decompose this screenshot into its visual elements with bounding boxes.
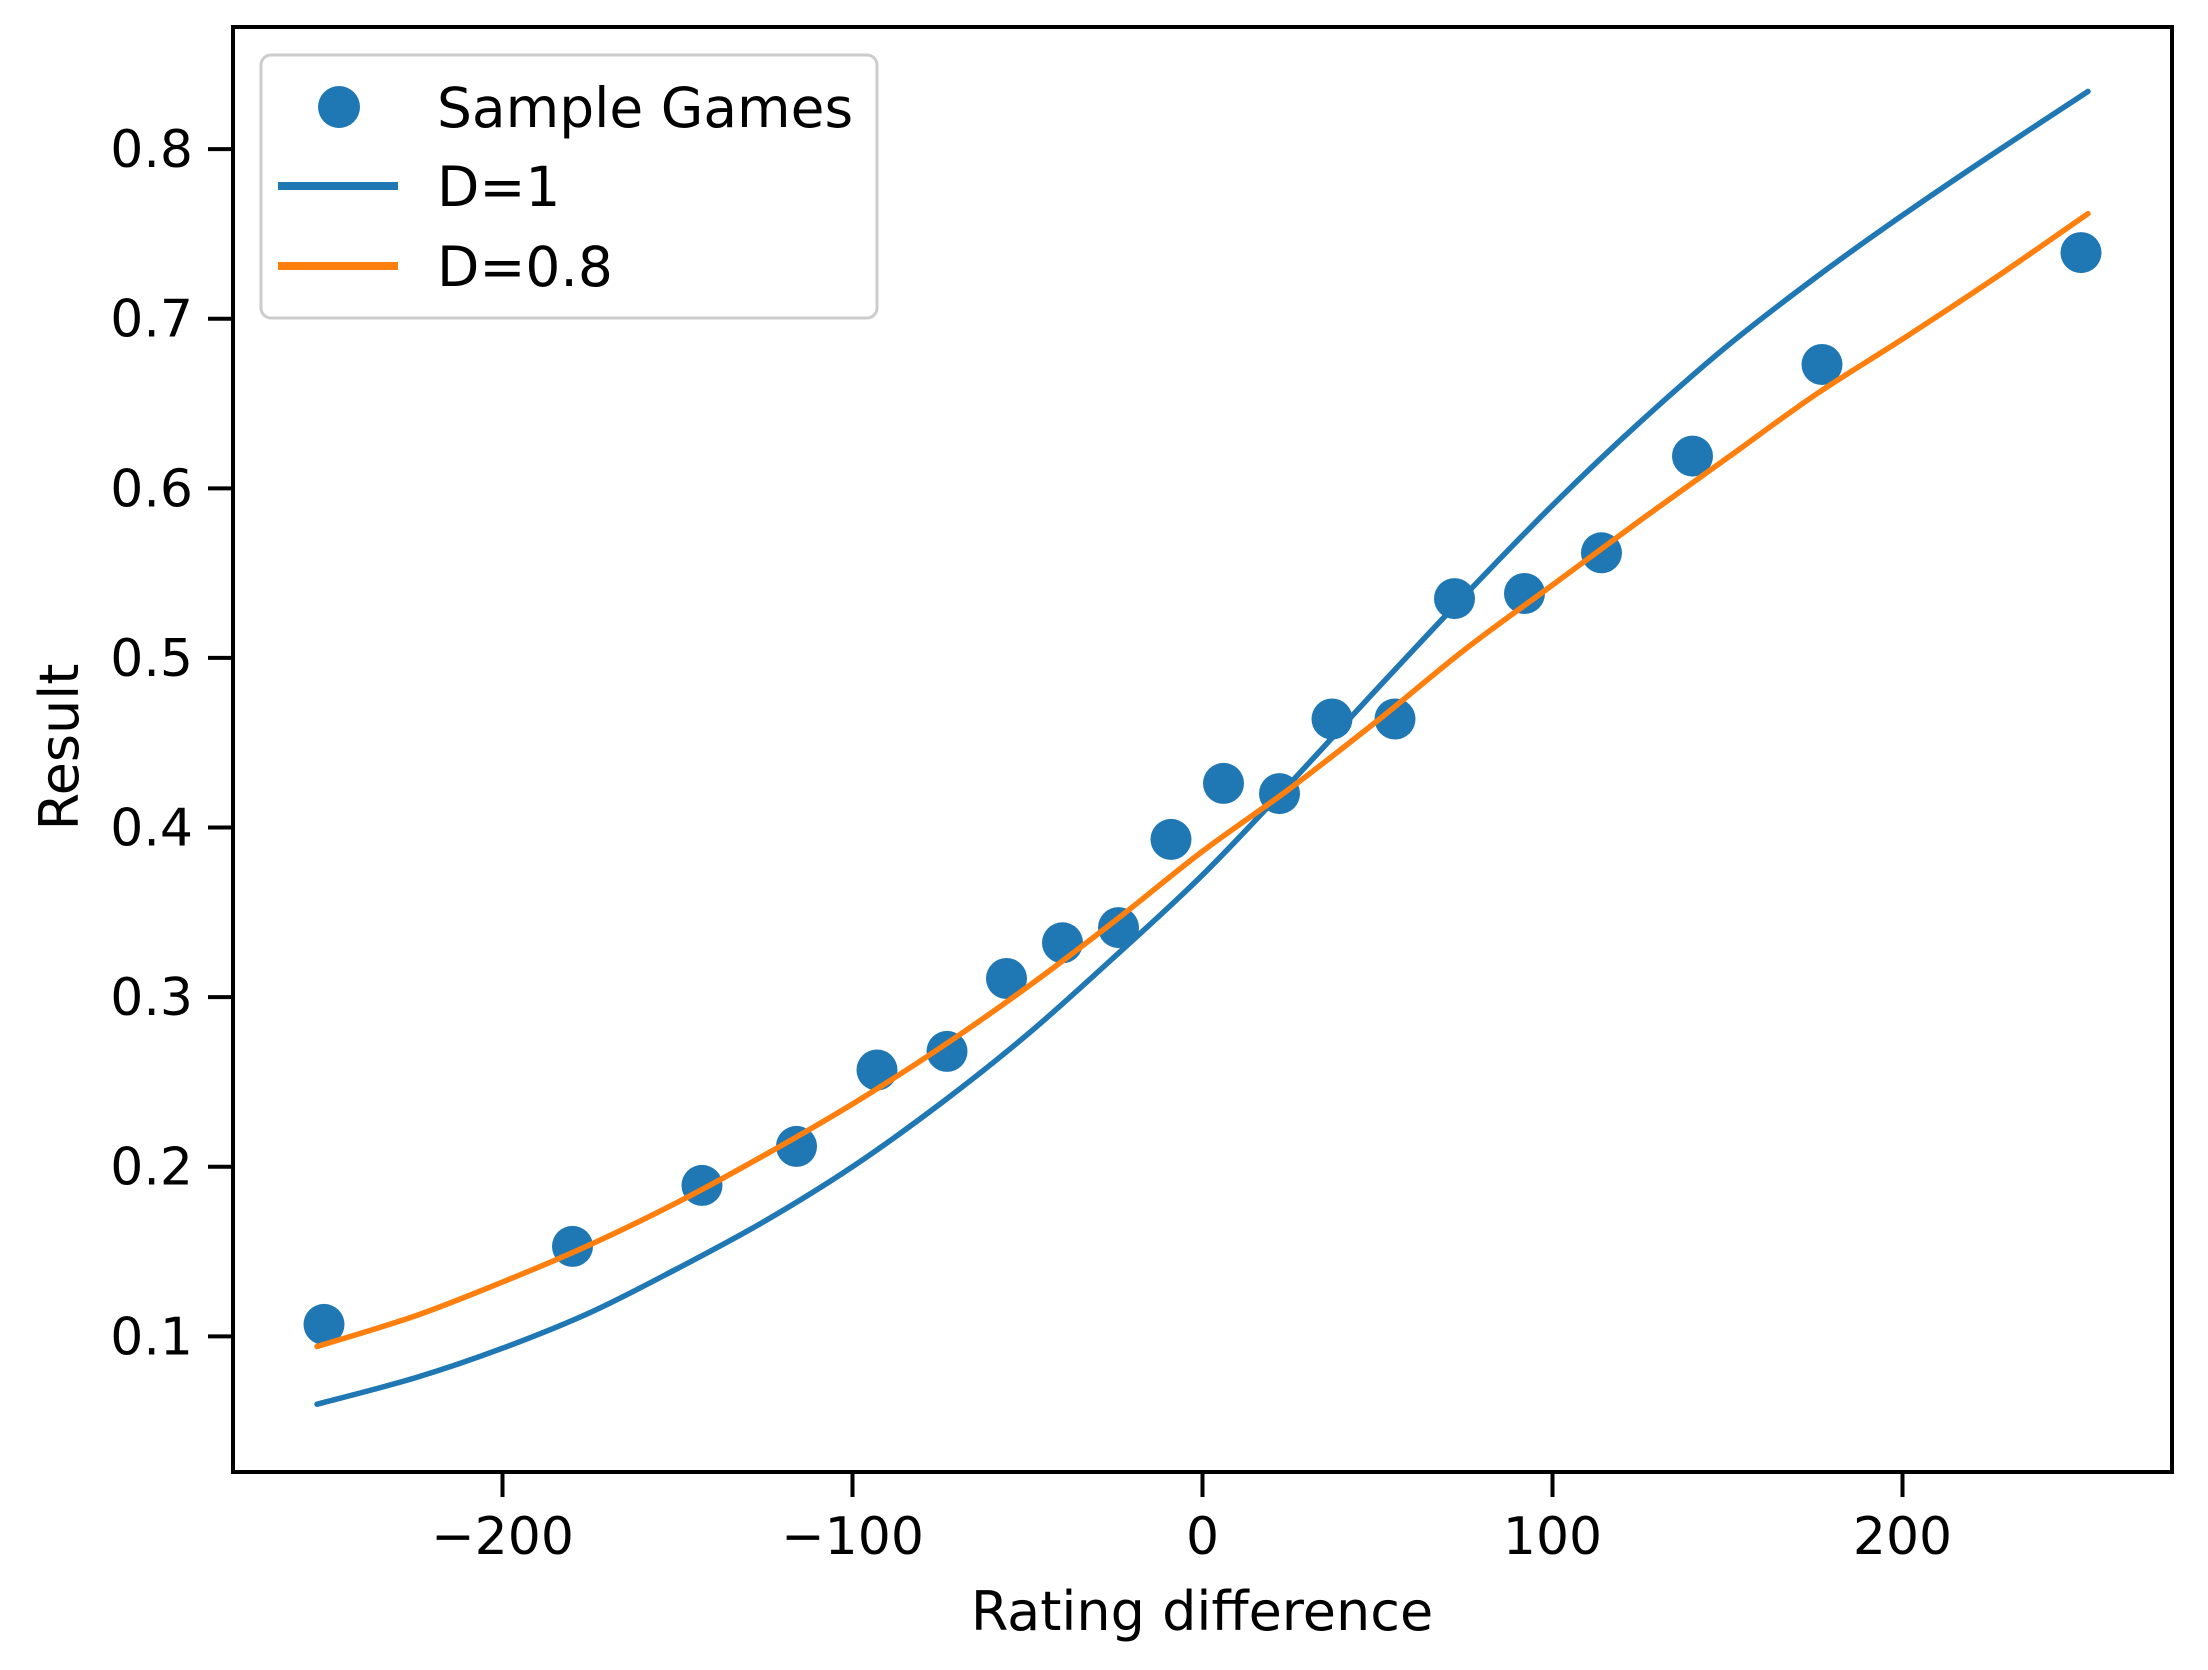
scatter-point bbox=[1042, 922, 1083, 964]
y-tick-label: 0.7 bbox=[110, 290, 193, 350]
scatter-point bbox=[1203, 762, 1244, 804]
scatter-point bbox=[1434, 578, 1475, 620]
scatter-point bbox=[776, 1125, 817, 1167]
x-axis-label: Rating difference bbox=[971, 1580, 1433, 1643]
scatter-point bbox=[1672, 435, 1713, 477]
scatter-point bbox=[1098, 907, 1139, 949]
scatter-point bbox=[856, 1049, 898, 1091]
legend-label-d1: D=1 bbox=[437, 155, 560, 219]
curve-d1 bbox=[314, 88, 2091, 1407]
scatter-point bbox=[1150, 818, 1192, 860]
legend: Sample Games D=1 D=0.8 bbox=[259, 53, 879, 320]
legend-box bbox=[259, 53, 879, 320]
y-tick-label: 0.4 bbox=[110, 799, 193, 859]
scatter-point bbox=[1504, 573, 1545, 614]
scatter-point bbox=[1374, 698, 1416, 740]
y-tick-label: 0.2 bbox=[110, 1138, 193, 1198]
x-tick-label: 200 bbox=[1853, 1507, 1952, 1567]
series-layer bbox=[303, 88, 2102, 1407]
legend-label-sample-games: Sample Games bbox=[437, 76, 853, 140]
x-tick-label: −100 bbox=[781, 1507, 924, 1567]
x-tick-label: −200 bbox=[431, 1507, 574, 1567]
y-tick-label: 0.6 bbox=[110, 459, 193, 519]
ticks-layer: −200 −100 0 100 200 0.1 0.2 0.3 0.4 0.5 0.6 0.7 0.8 bbox=[110, 120, 1952, 1567]
y-tick-label: 0.8 bbox=[110, 120, 193, 180]
y-tick-label: 0.5 bbox=[110, 629, 193, 689]
y-tick-label: 0.3 bbox=[110, 968, 193, 1028]
y-tick-label: 0.1 bbox=[110, 1307, 193, 1367]
scatter-point bbox=[926, 1030, 968, 1072]
legend-marker-sample-games bbox=[318, 86, 360, 128]
plot-area-border bbox=[231, 25, 2174, 1474]
x-tick-label: 0 bbox=[1186, 1507, 1219, 1567]
x-tick-label: 100 bbox=[1503, 1507, 1602, 1567]
scatter-point bbox=[986, 958, 1027, 999]
y-axis-label: Result bbox=[28, 664, 91, 831]
scatter-point bbox=[303, 1303, 345, 1345]
curve-d08 bbox=[314, 210, 2091, 1350]
legend-label-d08: D=0.8 bbox=[437, 235, 613, 299]
scatter-point bbox=[1801, 344, 1843, 385]
scatter-point bbox=[2060, 232, 2102, 274]
